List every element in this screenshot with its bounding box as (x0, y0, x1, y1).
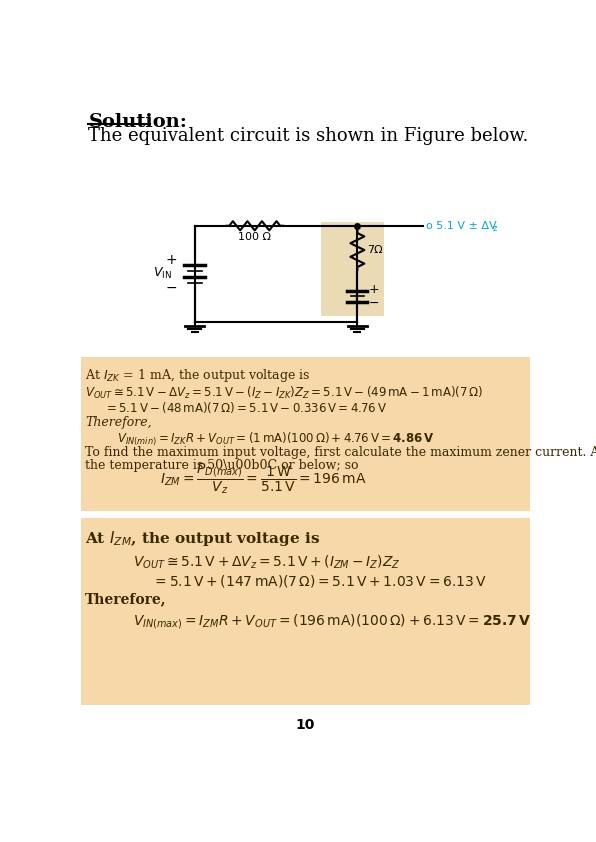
Text: −: − (369, 296, 380, 310)
Text: $V_{OUT} \cong 5.1\,\mathrm{V} + \Delta V_z = 5.1\,\mathrm{V} + (I_{ZM} - I_Z)Z_: $V_{OUT} \cong 5.1\,\mathrm{V} + \Delta … (133, 554, 401, 571)
Text: At $I_{ZK}$ = 1 mA, the output voltage is: At $I_{ZK}$ = 1 mA, the output voltage i… (85, 367, 311, 385)
Text: $V_{IN(min)} = I_{ZK}R + V_{OUT} = (1\,\mathrm{mA})(100\,\Omega) + 4.76\,\mathrm: $V_{IN(min)} = I_{ZK}R + V_{OUT} = (1\,\… (117, 430, 434, 448)
Text: $I_{ZM} = \dfrac{P_{D(max)}}{V_z} = \dfrac{1\,\mathrm{W}}{5.1\,\mathrm{V}} = 196: $I_{ZM} = \dfrac{P_{D(max)}}{V_z} = \dfr… (160, 461, 367, 496)
Text: $= 5.1\,\mathrm{V} + (147\,\mathrm{mA})(7\,\Omega) = 5.1\,\mathrm{V} + 1.03\,\ma: $= 5.1\,\mathrm{V} + (147\,\mathrm{mA})(… (152, 573, 487, 589)
Text: Therefore,: Therefore, (85, 592, 167, 606)
Text: 10: 10 (296, 718, 315, 733)
Text: +: + (369, 283, 380, 296)
Text: To find the maximum input voltage, first calculate the maximum zener current. As: To find the maximum input voltage, first… (85, 446, 596, 459)
Bar (80, 519, 530, 705)
Text: $V_{\mathrm{IN}}$: $V_{\mathrm{IN}}$ (153, 266, 172, 281)
Text: Solution:: Solution: (88, 114, 187, 131)
Text: the temperature is 50\u00b0C or below; so: the temperature is 50\u00b0C or below; s… (85, 459, 359, 472)
Bar (321, 222, 384, 316)
Text: At $I_{ZM}$, the output voltage is: At $I_{ZM}$, the output voltage is (85, 529, 321, 548)
Bar (80, 357, 530, 511)
Text: $= 5.1\,\mathrm{V} - (48\,\mathrm{mA})(7\,\Omega) = 5.1\,\mathrm{V} - 0.336\,\ma: $= 5.1\,\mathrm{V} - (48\,\mathrm{mA})(7… (104, 400, 387, 415)
Text: +: + (166, 253, 178, 267)
Text: 100 Ω: 100 Ω (238, 232, 271, 242)
Text: 7Ω: 7Ω (367, 245, 382, 255)
Text: o 5.1 V ± ΔV: o 5.1 V ± ΔV (426, 221, 497, 231)
Text: −: − (166, 280, 178, 295)
Text: z: z (493, 224, 498, 232)
Text: $V_{OUT} \cong 5.1\,\mathrm{V} - \Delta V_z = 5.1\,\mathrm{V} - (I_Z - I_{ZK})Z_: $V_{OUT} \cong 5.1\,\mathrm{V} - \Delta … (85, 385, 484, 401)
Text: $V_{IN(max)} = I_{ZM}R + V_{OUT} = (196\,\mathrm{mA})(100\,\Omega) + 6.13\,\math: $V_{IN(max)} = I_{ZM}R + V_{OUT} = (196\… (133, 612, 531, 632)
Text: The equivalent circuit is shown in Figure below.: The equivalent circuit is shown in Figur… (88, 127, 529, 145)
Text: Therefore,: Therefore, (85, 416, 152, 429)
